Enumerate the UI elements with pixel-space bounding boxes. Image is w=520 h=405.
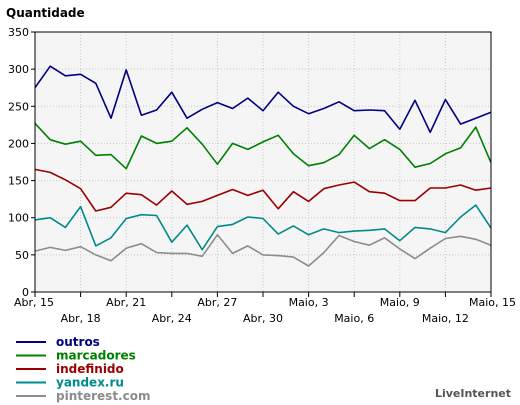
- x-tick-label: Abr, 18: [61, 312, 101, 325]
- y-tick-label: 100: [8, 212, 29, 225]
- legend-label: indefinido: [56, 362, 124, 376]
- x-tick-label: Maio, 9: [380, 296, 420, 309]
- y-tick-label: 0: [22, 286, 29, 299]
- x-tick-label: Maio, 6: [334, 312, 374, 325]
- legend-label: marcadores: [56, 349, 136, 363]
- y-tick-label: 350: [8, 26, 29, 39]
- y-axis-ticks: 0 50 100 150 200 250 300 350: [8, 26, 35, 299]
- series-line-marcadores: [34, 122, 492, 170]
- credit-label: LiveInternet: [435, 387, 511, 400]
- x-tick-label: Abr, 30: [243, 312, 283, 325]
- x-tick-label: Maio, 3: [289, 296, 329, 309]
- y-tick-label: 200: [8, 137, 29, 150]
- series-line-outros: [34, 65, 492, 134]
- y-tick-label: 300: [8, 63, 29, 76]
- x-tick-label: Maio, 15: [469, 296, 516, 309]
- y-tick-label: 250: [8, 100, 29, 113]
- chart-title: Quantidade: [6, 6, 85, 20]
- gridlines: [35, 32, 491, 292]
- legend: outrosmarcadoresindefinidoyandex.rupinte…: [16, 335, 150, 403]
- series-line-yandex-ru: [34, 204, 492, 251]
- x-axis-ticks: Abr, 15 Abr, 21 Abr, 27 Maio, 3 Maio, 9 Maio,…: [14, 292, 516, 325]
- x-tick-label: Abr, 24: [152, 312, 192, 325]
- legend-label: pinterest.com: [56, 389, 150, 403]
- x-tick-label: Abr, 15: [14, 296, 54, 309]
- x-tick-label: Abr, 21: [106, 296, 146, 309]
- y-tick-label: 50: [15, 249, 29, 262]
- series-line-indefinido: [34, 168, 492, 212]
- x-tick-label: Abr, 27: [197, 296, 237, 309]
- series-line-pinterest-com: [34, 234, 492, 267]
- series-lines: [34, 65, 492, 267]
- x-tick-label: Maio, 12: [422, 312, 469, 325]
- legend-label: yandex.ru: [56, 376, 124, 390]
- y-tick-label: 150: [8, 175, 29, 188]
- legend-label: outros: [56, 335, 100, 349]
